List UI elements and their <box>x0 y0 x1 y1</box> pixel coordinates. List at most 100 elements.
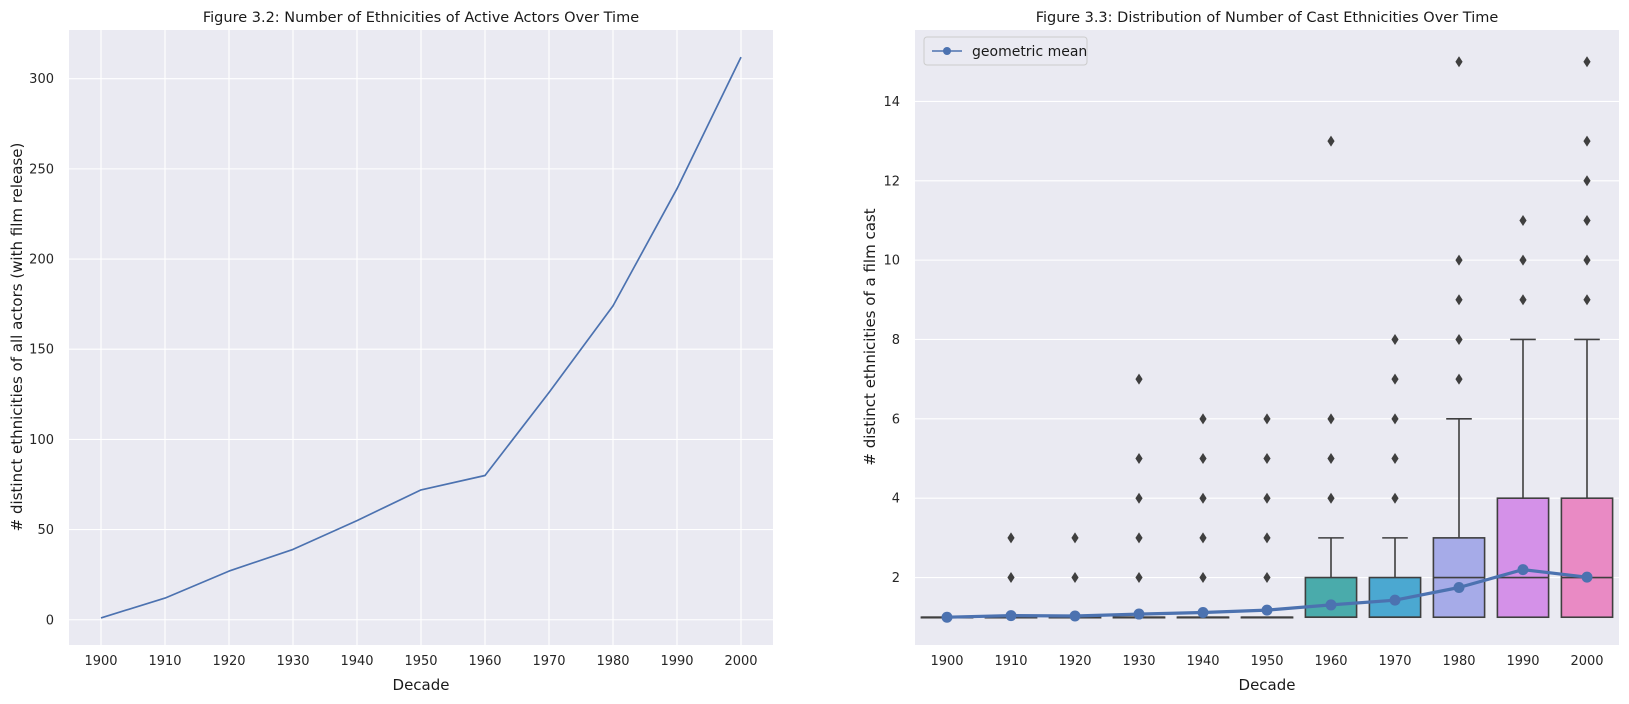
box-body <box>1560 497 1614 619</box>
x-tick-label: 1930 <box>276 654 309 669</box>
geometric-mean-point <box>1133 608 1145 620</box>
outlier-point <box>1135 453 1143 465</box>
outlier-point <box>1391 492 1399 504</box>
outlier-point <box>1199 413 1207 425</box>
y-tick-label: 10 <box>883 254 900 269</box>
geometric-mean-point <box>1069 610 1081 622</box>
box-body <box>1496 497 1550 619</box>
outlier-point <box>1519 254 1527 266</box>
geometric-mean-point <box>1261 604 1273 616</box>
y-tick-label: 2 <box>892 571 900 586</box>
outlier-point <box>1135 492 1143 504</box>
geometric-mean-point <box>941 611 953 623</box>
geometric-mean-point <box>1453 581 1465 593</box>
legend-box <box>923 36 1088 66</box>
outlier-point <box>1391 413 1399 425</box>
x-tick-label: 1940 <box>1186 654 1219 669</box>
legend-marker-swatch <box>943 47 951 55</box>
x-tick-label: 1930 <box>1122 654 1155 669</box>
outlier-point <box>1071 572 1079 584</box>
legend-label: geometric mean <box>972 44 1087 60</box>
outlier-point <box>1583 135 1591 147</box>
outlier-point <box>1199 532 1207 544</box>
x-tick-label: 1960 <box>1314 654 1347 669</box>
x-tick-label: 1970 <box>1378 654 1411 669</box>
outlier-point <box>1327 492 1335 504</box>
outlier-point <box>1519 294 1527 306</box>
box-chart-panel: 2 4 6 8 10 12 14 1900 1910 1920 1930 1940 1950 1960 19… <box>861 10 1619 694</box>
outlier-point <box>1583 294 1591 306</box>
box-plots <box>920 56 1614 619</box>
x-axis-label: Decade <box>1239 676 1296 694</box>
tick-labels: 2 4 6 8 10 12 14 1900 1910 1920 1930 1940 1950 1960 19… <box>883 95 1603 669</box>
x-tick-label: 2000 <box>1570 654 1603 669</box>
box-1990 <box>1496 214 1550 619</box>
outlier-point <box>1199 492 1207 504</box>
outlier-point <box>1071 532 1079 544</box>
line-series <box>100 56 742 619</box>
outlier-point <box>1135 373 1143 385</box>
outlier-point <box>1519 214 1527 226</box>
chart-title: Figure 3.3: Distribution of Number of Ca… <box>1036 10 1499 26</box>
x-tick-label: 1980 <box>596 654 629 669</box>
outlier-point <box>1263 532 1271 544</box>
outlier-point <box>1199 453 1207 465</box>
y-axis-label: # distinct ethnicities of a film cast <box>861 208 879 465</box>
geometric-mean-point <box>1005 610 1017 622</box>
x-tick-label: 1990 <box>1506 654 1539 669</box>
box-1950 <box>1240 413 1294 619</box>
box-1960 <box>1304 135 1358 619</box>
outlier-point <box>1455 56 1463 68</box>
outlier-point <box>1135 532 1143 544</box>
y-axis-label: # distinct ethnicities of all actors (wi… <box>8 143 26 532</box>
x-axis-label: Decade <box>393 676 450 694</box>
outlier-point <box>1391 333 1399 345</box>
geometric-mean-point <box>1517 564 1529 576</box>
outlier-point <box>1455 333 1463 345</box>
y-tick-label: 0 <box>46 613 54 628</box>
outlier-point <box>1007 532 1015 544</box>
tick-labels: 0 50 100 150 200 250 300 1900 1910 1920 1930 1940 19… <box>29 72 757 669</box>
outlier-point <box>1263 453 1271 465</box>
outlier-point <box>1327 135 1335 147</box>
x-tick-label: 1920 <box>212 654 245 669</box>
x-tick-label: 1940 <box>340 654 373 669</box>
x-tick-label: 1920 <box>1058 654 1091 669</box>
y-tick-label: 4 <box>892 492 900 507</box>
outlier-point <box>1583 56 1591 68</box>
box-2000 <box>1560 56 1614 619</box>
y-tick-label: 150 <box>29 343 54 358</box>
box-1980 <box>1432 56 1486 619</box>
x-tick-label: 1990 <box>660 654 693 669</box>
outlier-point <box>1455 373 1463 385</box>
outlier-point <box>1455 254 1463 266</box>
outlier-point <box>1391 373 1399 385</box>
y-tick-label: 12 <box>883 174 900 189</box>
x-tick-label: 2000 <box>724 654 757 669</box>
x-tick-label: 1980 <box>1442 654 1475 669</box>
y-tick-label: 6 <box>892 412 900 427</box>
geometric-mean-point <box>1325 599 1337 611</box>
outlier-point <box>1263 572 1271 584</box>
y-tick-label: 200 <box>29 253 54 268</box>
outlier-point <box>1263 413 1271 425</box>
gridlines <box>69 30 773 645</box>
outlier-point <box>1007 572 1015 584</box>
line-chart-panel: 0 50 100 150 200 250 300 1900 1910 1920 1930 1940 19… <box>8 10 773 694</box>
x-tick-label: 1950 <box>1250 654 1283 669</box>
y-tick-label: 300 <box>29 72 54 87</box>
legend: geometric mean <box>923 36 1088 66</box>
outlier-point <box>1583 175 1591 187</box>
outlier-point <box>1199 572 1207 584</box>
box-body <box>1304 576 1358 619</box>
ethnicity-count-line <box>100 56 742 619</box>
outlier-point <box>1583 214 1591 226</box>
x-tick-label: 1970 <box>532 654 565 669</box>
y-tick-label: 14 <box>883 95 900 110</box>
x-tick-label: 1900 <box>930 654 963 669</box>
y-tick-label: 250 <box>29 162 54 177</box>
outlier-point <box>1583 254 1591 266</box>
geometric-mean-series <box>941 564 1593 623</box>
x-tick-label: 1950 <box>404 654 437 669</box>
